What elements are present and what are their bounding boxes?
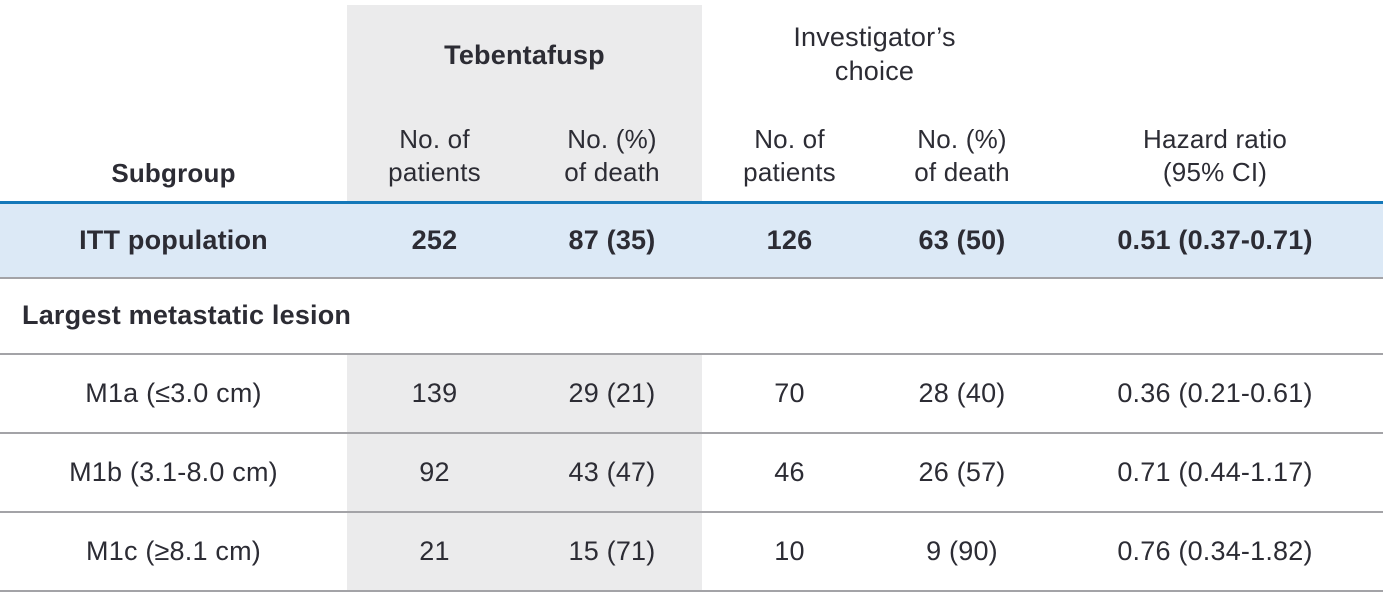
ic-deaths-value: 28 (40) [877, 353, 1048, 434]
teb-patients-value: 21 [347, 511, 522, 592]
teb-patients-value: 92 [347, 432, 522, 513]
hazard-ratio-column-header: Hazard ratio (95% CI) [1047, 105, 1383, 204]
row-label: M1c (≥8.1 cm) [0, 511, 347, 592]
hazard-ratio-value: 0.76 (0.34-1.82) [1047, 511, 1383, 592]
investigators-choice-group-header: Investigator’s choice [793, 21, 956, 86]
ic-patients-value: 10 [702, 511, 877, 592]
tebentafusp-group-header: Tebentafusp [347, 0, 702, 106]
section-header-row: Largest metastatic lesion [0, 277, 1383, 355]
treatment-group-header-row: Tebentafusp Investigator’s choice [0, 0, 1383, 106]
row-label: ITT population [0, 202, 347, 279]
tebentafusp-deaths-column-header: No. (%) of death [522, 105, 702, 204]
table-row-m1c: M1c (≥8.1 cm) 21 15 (71) 10 9 (90) 0.76 … [0, 511, 1383, 592]
row-label: M1b (3.1-8.0 cm) [0, 432, 347, 513]
investigators-choice-deaths-column-header: No. (%) of death [877, 105, 1048, 204]
table-row-m1a: M1a (≤3.0 cm) 139 29 (21) 70 28 (40) 0.3… [0, 353, 1383, 434]
ic-patients-value: 70 [702, 353, 877, 434]
hazard-ratio-value: 0.71 (0.44-1.17) [1047, 432, 1383, 513]
row-label: M1a (≤3.0 cm) [0, 353, 347, 434]
spacer-cell [1047, 3, 1383, 106]
column-header-row: Subgroup No. of patients No. (%) of deat… [0, 105, 1383, 204]
table-row-m1b: M1b (3.1-8.0 cm) 92 43 (47) 46 26 (57) 0… [0, 432, 1383, 513]
teb-deaths-value: 43 (47) [522, 432, 702, 513]
hazard-ratio-value: 0.36 (0.21-0.61) [1047, 353, 1383, 434]
spacer-cell [0, 3, 347, 106]
teb-patients-value: 139 [347, 353, 522, 434]
subgroup-column-header: Subgroup [0, 105, 347, 204]
ic-deaths-value: 63 (50) [877, 202, 1048, 279]
investigators-choice-patients-column-header: No. of patients [702, 105, 877, 204]
ic-deaths-value: 9 (90) [877, 511, 1048, 592]
tebentafusp-patients-column-header: No. of patients [347, 105, 522, 204]
hazard-ratio-value: 0.51 (0.37-0.71) [1047, 202, 1383, 279]
teb-deaths-value: 87 (35) [522, 202, 702, 279]
teb-deaths-value: 29 (21) [522, 353, 702, 434]
ic-deaths-value: 26 (57) [877, 432, 1048, 513]
section-header-label: Largest metastatic lesion [0, 277, 1383, 355]
table-row-itt-population: ITT population 252 87 (35) 126 63 (50) 0… [0, 202, 1383, 279]
teb-patients-value: 252 [347, 202, 522, 279]
ic-patients-value: 46 [702, 432, 877, 513]
ic-patients-value: 126 [702, 202, 877, 279]
teb-deaths-value: 15 (71) [522, 511, 702, 592]
